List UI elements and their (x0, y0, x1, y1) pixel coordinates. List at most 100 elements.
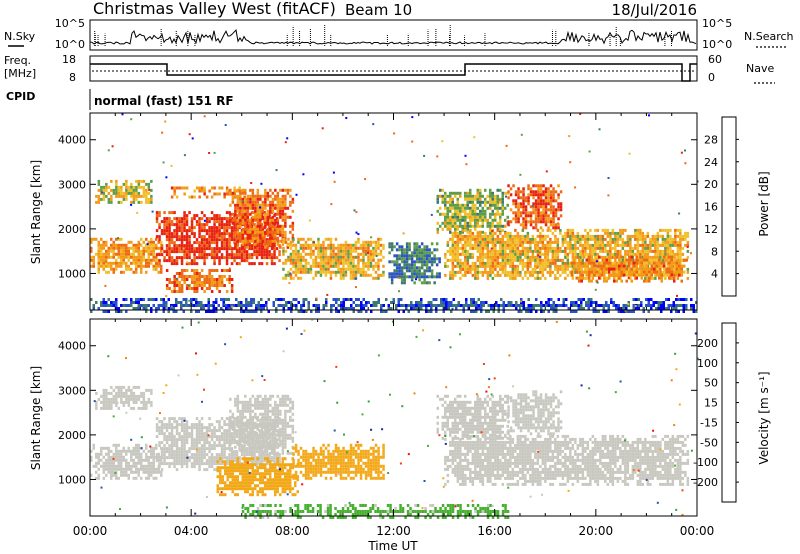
power-cell (623, 261, 626, 265)
power-cell (606, 249, 610, 253)
power-cell (669, 264, 672, 268)
power-cell (549, 240, 552, 244)
power-cell (393, 263, 396, 267)
power-cell (651, 234, 655, 238)
power-noise-point (624, 242, 627, 244)
power-cell (228, 232, 231, 236)
power-cell (594, 228, 597, 232)
power-cell (430, 272, 434, 276)
power-cell (393, 272, 396, 276)
power-cell (354, 255, 358, 259)
power-cell (270, 259, 274, 263)
power-cell (102, 310, 105, 313)
power-cell (631, 261, 635, 265)
power-cell (487, 304, 490, 307)
power-cell (258, 250, 261, 254)
power-cell (127, 188, 131, 192)
power-cell (127, 185, 131, 189)
power-cell (125, 298, 128, 301)
power-cell (125, 182, 128, 186)
power-cell (415, 301, 418, 304)
power-cell (496, 212, 499, 216)
power-cell (132, 270, 135, 274)
power-cell (238, 256, 241, 260)
power-cell (281, 227, 285, 231)
power-cell (481, 218, 484, 222)
power-cell (436, 194, 439, 198)
power-cell (499, 224, 502, 228)
power-cell (105, 249, 108, 253)
power-cell (514, 255, 517, 259)
power-cell (451, 273, 455, 277)
power-cell (223, 223, 226, 227)
power-cell (449, 203, 452, 207)
power-noise-point (130, 203, 133, 206)
power-cell (90, 249, 93, 253)
power-cell (521, 267, 525, 271)
power-cell (479, 191, 482, 195)
power-cell (230, 287, 234, 290)
power-cell (504, 246, 507, 250)
power-cell (175, 272, 179, 275)
power-cell (173, 244, 176, 248)
power-cell (559, 205, 563, 209)
power-cell (501, 206, 504, 210)
power-cell (591, 234, 595, 238)
power-cell (230, 304, 233, 307)
power-cell (665, 273, 668, 277)
power-cell (193, 241, 196, 245)
power-cell (233, 235, 236, 239)
power-cell (259, 230, 262, 234)
power-region (165, 269, 234, 293)
power-cell (395, 263, 399, 267)
power-cell (476, 231, 480, 235)
power-cell (198, 232, 201, 236)
power-cell (549, 193, 553, 197)
power-cell (649, 246, 652, 250)
power-cell (246, 200, 250, 204)
power-cell (317, 240, 320, 244)
power-cell (107, 270, 110, 274)
power-cell (536, 264, 540, 268)
power-cell (502, 304, 505, 307)
power-cell (132, 200, 136, 204)
power-cell (627, 310, 630, 313)
power-cell (180, 247, 184, 251)
power-cell (284, 221, 287, 225)
power-cell (461, 246, 465, 250)
power-cell (170, 232, 174, 236)
power-cell (584, 252, 587, 256)
power-cell (92, 237, 95, 241)
power-cell (403, 281, 406, 285)
power-noise-point (596, 281, 599, 284)
power-cell (135, 249, 138, 253)
power-cell (299, 255, 303, 259)
power-cell (155, 255, 158, 259)
power-cell (155, 264, 158, 268)
power-cell (639, 231, 642, 235)
power-cell (519, 240, 522, 244)
power-cell (471, 224, 474, 228)
power-cell (137, 264, 140, 268)
power-cell (604, 243, 607, 247)
power-cell (559, 246, 562, 250)
power-cell (552, 310, 555, 313)
power-cell (454, 227, 457, 231)
power-cell (526, 231, 530, 235)
power-cell (577, 298, 580, 301)
power-cell (220, 226, 224, 230)
power-cell (239, 203, 242, 207)
power-cell (142, 191, 146, 195)
power-cell (425, 266, 429, 270)
power-noise-point (536, 266, 539, 269)
power-cell (273, 256, 276, 260)
power-cell (649, 243, 652, 247)
power-cell (246, 218, 250, 222)
power-cell (654, 237, 657, 241)
power-cell (145, 270, 148, 274)
power-cell (614, 249, 617, 253)
power-cell (666, 228, 670, 232)
power-cell (519, 255, 522, 259)
power-cell (278, 244, 281, 248)
power-cell (526, 249, 530, 253)
